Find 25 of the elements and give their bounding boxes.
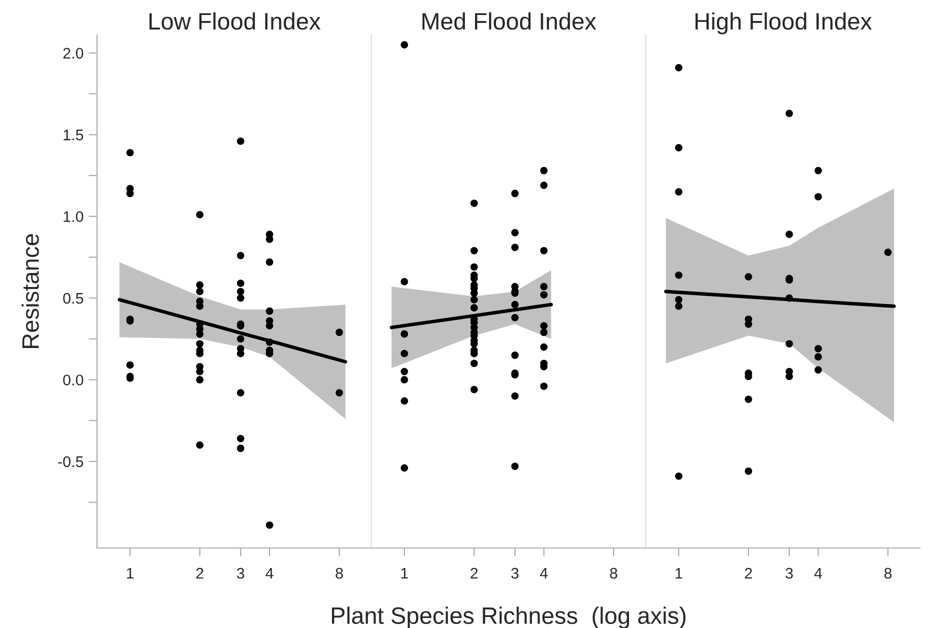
y-tick-label: 0.0 (63, 374, 84, 386)
x-tick-label: 1 (676, 568, 682, 579)
x-tick-label: 4 (540, 568, 548, 579)
chart-title: Med Flood Index (422, 12, 596, 30)
chart-title: High Flood Index (696, 12, 872, 34)
x-tick-label: 1 (401, 568, 408, 579)
x-tick-label: 3 (786, 568, 793, 579)
y-tick-label: 1.5 (64, 130, 84, 140)
y-tick-label: -0.5 (58, 456, 84, 468)
x-tick-label: 2 (196, 568, 204, 579)
x-tick-label: 3 (236, 568, 244, 579)
x-tick-label: 2 (744, 568, 752, 579)
x-tick-label: 8 (336, 568, 343, 579)
y-tick-label: 1.0 (64, 211, 84, 222)
x-tick-label: 3 (511, 568, 519, 579)
x-tick-label: 4 (266, 568, 274, 579)
x-tick-label: 8 (884, 568, 892, 579)
y-tick-label: 0.5 (63, 292, 84, 304)
x-tick-label: 1 (126, 568, 134, 579)
y-axis-title: Resistance (22, 234, 39, 348)
chart-title: Low Flood Index (149, 12, 321, 30)
x-tick-label: 8 (610, 568, 618, 579)
x-tick-label: 4 (814, 568, 822, 579)
y-tick-label: 2.0 (63, 48, 84, 59)
x-tick-label: 2 (470, 568, 478, 579)
